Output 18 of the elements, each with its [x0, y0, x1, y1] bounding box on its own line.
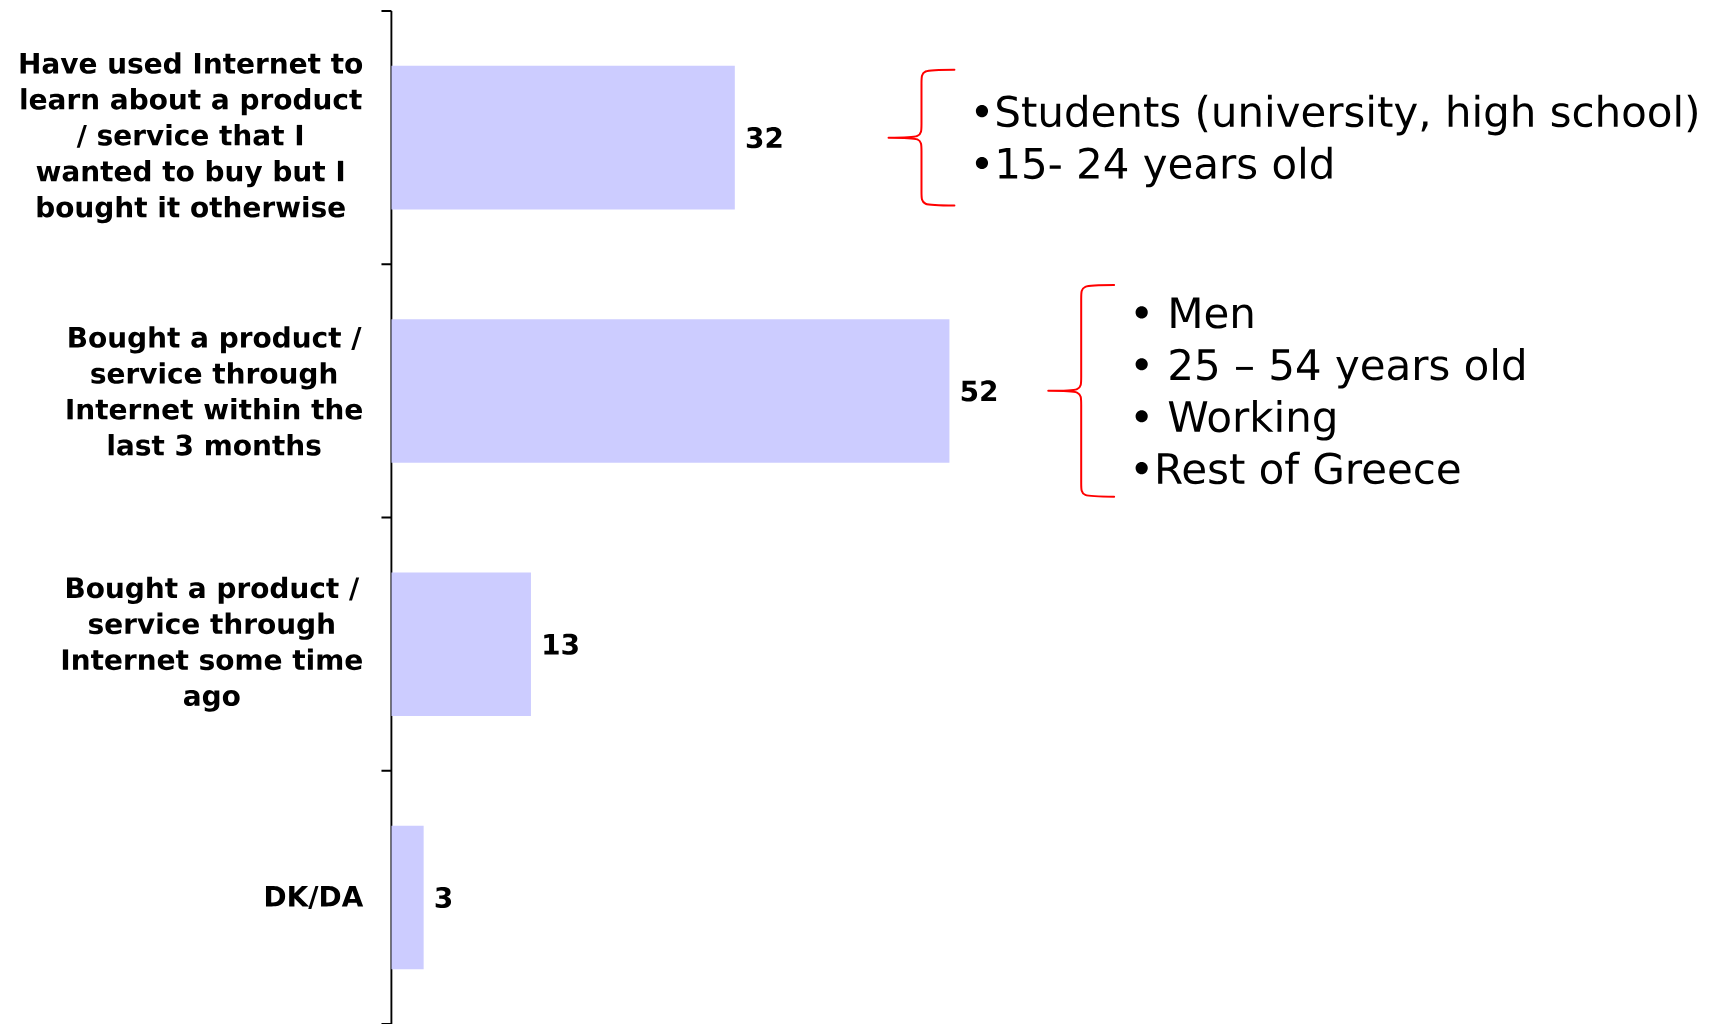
data-label: 3	[435, 886, 452, 908]
bar	[391, 65, 735, 210]
bar	[391, 825, 424, 970]
text: •Students (university, high school)	[975, 94, 1697, 136]
text: • Working	[1135, 399, 1335, 441]
data-label: 13	[544, 633, 578, 655]
y-tick-label: DK/DA	[265, 885, 364, 909]
data-label: 32	[746, 127, 782, 149]
data-label: 52	[961, 380, 997, 402]
text: •Rest of Greece	[1135, 451, 1460, 485]
bar	[391, 572, 531, 716]
text: •15- 24 years old	[975, 146, 1332, 188]
bar	[391, 319, 950, 463]
y-tick-label: Bought a product / service through Internet some time ago	[62, 576, 362, 712]
y-tick-label: Bought a product / service through Internet within the last 3 months	[67, 326, 362, 456]
text: • 25 – 54 years old	[1135, 347, 1524, 389]
y-tick-label: Have used Internet to learn about a product / service that I wanted to buy but I bought it otherwise	[20, 52, 363, 224]
text: • Men	[1135, 297, 1253, 329]
